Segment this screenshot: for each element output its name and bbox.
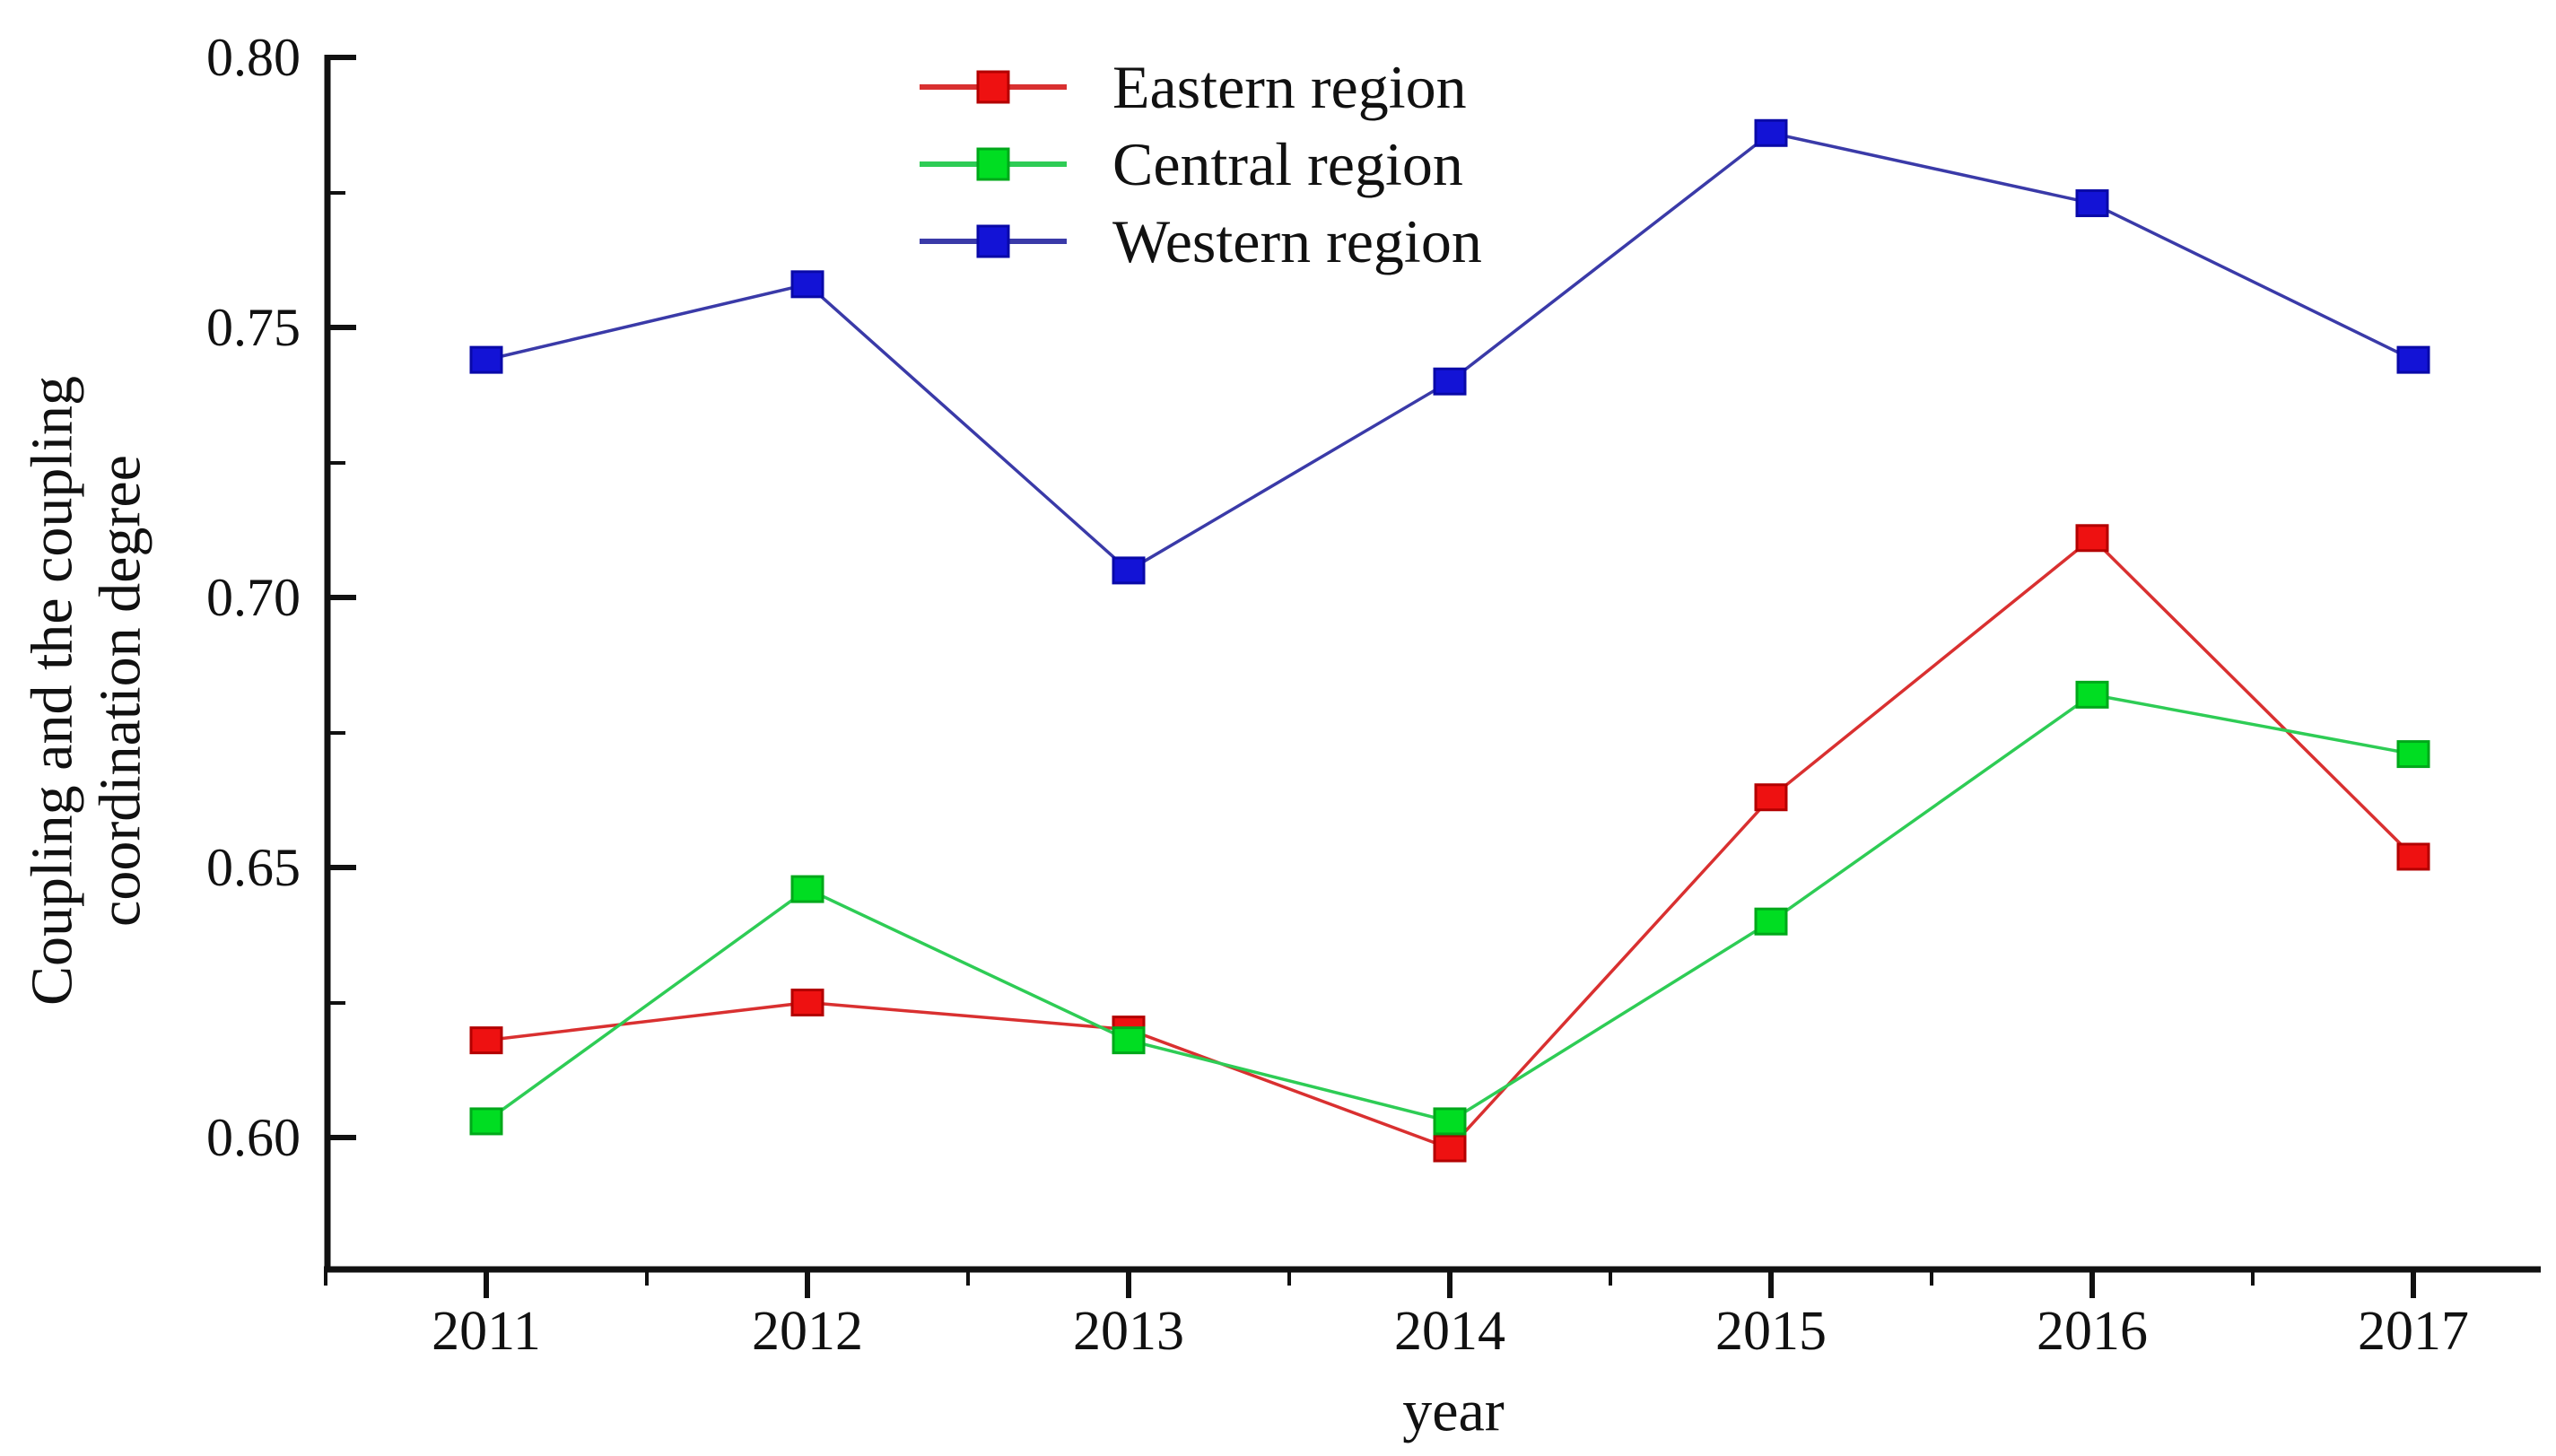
central-legend-marker-icon — [976, 147, 1010, 181]
data-point-marker — [790, 270, 824, 299]
x-tick-label: 2013 — [1073, 1301, 1184, 1362]
data-point-marker — [469, 1107, 503, 1136]
data-point-marker — [1433, 1107, 1467, 1136]
x-tick-label: 2015 — [1715, 1301, 1827, 1362]
data-point-marker — [1433, 1134, 1467, 1163]
western-legend-marker-icon — [976, 224, 1010, 258]
y-axis-title-line1: Coupling and the coupling — [20, 376, 85, 1006]
x-axis-tick-labels: 2011 2012 2013 2014 2015 2016 2017 — [432, 1301, 2469, 1362]
data-point-marker — [1433, 367, 1467, 396]
x-tick-label: 2016 — [2037, 1301, 2148, 1362]
y-tick-label: 0.60 — [206, 1108, 301, 1167]
series-central-region — [469, 680, 2430, 1136]
legend-item-eastern: Eastern region — [920, 53, 1467, 121]
legend-item-central: Central region — [920, 130, 1463, 198]
x-axis-major-ticks — [484, 1269, 2416, 1298]
series-line — [485, 131, 2414, 573]
y-tick-label: 0.80 — [206, 28, 301, 87]
y-axis-minor-ticks — [327, 191, 345, 1005]
series-eastern-region — [469, 524, 2430, 1163]
legend-item-western: Western region — [920, 207, 1482, 275]
y-tick-label: 0.70 — [206, 568, 301, 627]
data-point-marker — [1754, 118, 1788, 147]
y-tick-label: 0.75 — [206, 298, 301, 357]
x-tick-label: 2011 — [432, 1301, 541, 1362]
legend-label-central: Central region — [1112, 130, 1463, 198]
x-tick-label: 2012 — [752, 1301, 863, 1362]
series-line — [485, 536, 2415, 1151]
data-point-marker — [790, 989, 824, 1016]
legend-label-eastern: Eastern region — [1112, 53, 1467, 121]
x-tick-label: 2014 — [1394, 1301, 1505, 1362]
y-axis-tick-labels: 0.80 0.75 0.70 0.65 0.60 — [206, 28, 301, 1167]
data-point-marker — [1754, 907, 1788, 936]
x-tick-label: 2017 — [2358, 1301, 2469, 1362]
x-axis-minor-ticks — [324, 1269, 2255, 1286]
data-point-marker — [2396, 842, 2430, 871]
y-tick-label: 0.65 — [206, 838, 301, 897]
data-point-marker — [2075, 680, 2109, 709]
series-layer — [469, 118, 2430, 1163]
data-point-marker — [2396, 345, 2430, 374]
data-point-marker — [1112, 556, 1146, 585]
legend-label-western: Western region — [1112, 207, 1482, 275]
x-axis-title: year — [1402, 1379, 1505, 1444]
data-point-marker — [2075, 524, 2109, 553]
data-point-marker — [1112, 1026, 1146, 1055]
data-point-marker — [2075, 189, 2109, 218]
eastern-legend-marker-icon — [976, 70, 1010, 104]
series-western-region — [469, 118, 2430, 585]
y-axis-title-line2: coordination degree — [88, 455, 153, 927]
data-point-marker — [2396, 740, 2430, 769]
series-line — [484, 693, 2414, 1123]
data-point-marker — [1754, 783, 1788, 812]
data-point-marker — [469, 1026, 503, 1055]
data-point-marker — [469, 345, 503, 374]
legend: Eastern region Central region Western re… — [920, 53, 1482, 275]
y-axis-major-ticks — [327, 55, 356, 1140]
data-point-marker — [790, 875, 824, 903]
